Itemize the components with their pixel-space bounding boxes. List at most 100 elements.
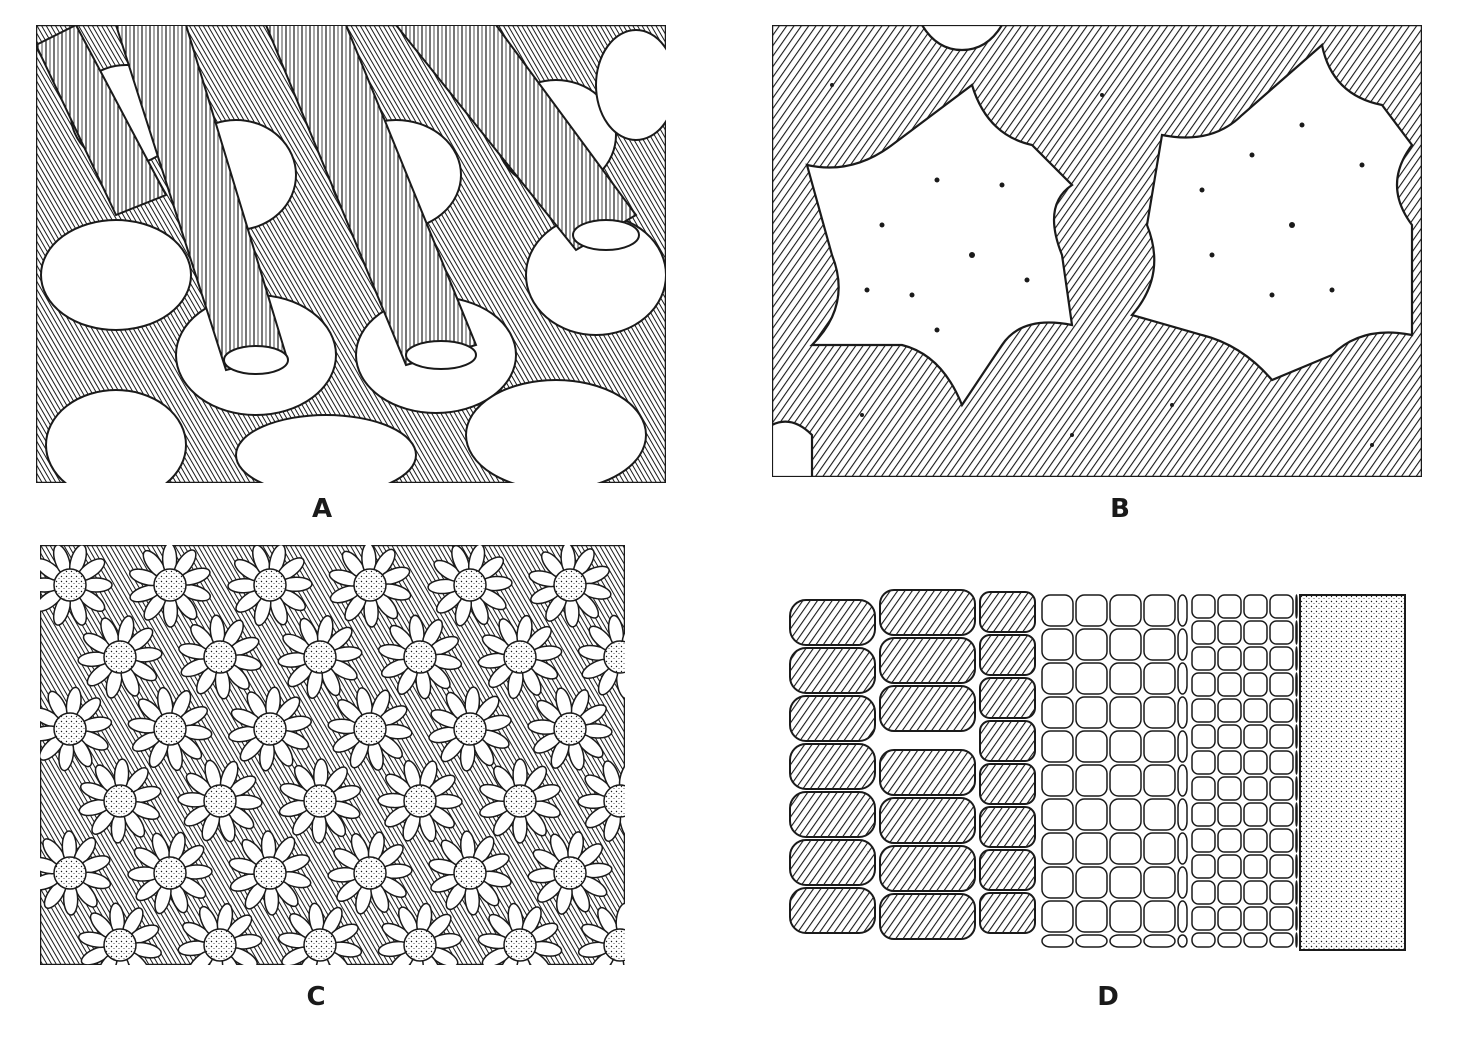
grid-cell: [1243, 620, 1268, 645]
panel-b-illustration: [772, 25, 1422, 477]
rosette: [527, 831, 613, 915]
rosette: [477, 902, 563, 965]
panel-c: [40, 545, 625, 965]
grid-cell: [1191, 802, 1216, 827]
rosette: [528, 545, 612, 628]
label-d: D: [1097, 982, 1119, 1012]
grid-cell: [1075, 900, 1108, 933]
grid-cell: [1295, 854, 1298, 879]
grid-cell: [1269, 776, 1294, 801]
grid-cell: [1269, 906, 1294, 931]
grid-cell: [1191, 828, 1216, 853]
grid-cell: [1191, 750, 1216, 775]
rosette: [527, 687, 613, 771]
grid-cell: [1243, 828, 1268, 853]
grid-cell: [1109, 832, 1142, 865]
grid-cell: [1177, 628, 1188, 661]
grid-cell: [1295, 932, 1298, 948]
rosette: [40, 830, 112, 916]
grid-cell: [1217, 880, 1242, 905]
grid-cell: [1177, 934, 1188, 948]
grid-cell: [1075, 866, 1108, 899]
grid-cell: [1143, 628, 1176, 661]
grid-cell: [1217, 854, 1242, 879]
grid-cell: [1191, 932, 1216, 948]
grid-cell: [1295, 906, 1298, 931]
grid-cell: [1243, 854, 1268, 879]
rosette: [428, 830, 512, 916]
grid-cell: [1191, 698, 1216, 723]
grid-cell: [1269, 750, 1294, 775]
grid-cell: [1041, 730, 1074, 763]
grid-cell: [1217, 620, 1242, 645]
grid-cell: [1269, 802, 1294, 827]
rosette: [177, 759, 263, 843]
grid-cell: [1243, 672, 1268, 697]
grid-cell: [1191, 594, 1216, 619]
grid-cell: [1143, 832, 1176, 865]
grid-cell: [1243, 776, 1268, 801]
grid-cell: [1269, 854, 1294, 879]
grid-cell: [1143, 764, 1176, 797]
star-pores: [864, 122, 1365, 333]
rosette: [479, 758, 561, 844]
grid-cell: [1295, 620, 1298, 645]
grid-cell: [1295, 672, 1298, 697]
rosette: [227, 545, 313, 627]
grid-cell: [1243, 646, 1268, 671]
grid-cell: [1075, 628, 1108, 661]
rosette: [577, 760, 625, 842]
grid-cell: [1109, 900, 1142, 933]
grid-cell: [1191, 906, 1216, 931]
panel-a: [36, 25, 666, 483]
rosette: [178, 614, 262, 700]
grid-cell: [1177, 594, 1188, 627]
grid-cell: [1109, 696, 1142, 729]
grid-cell: [1177, 798, 1188, 831]
grid-cell: [1243, 880, 1268, 905]
grid-cell: [1041, 900, 1074, 933]
grid-cell: [1269, 620, 1294, 645]
rosette: [277, 615, 363, 699]
grid-cell: [1109, 866, 1142, 899]
grid-cell: [1041, 696, 1074, 729]
rosette: [577, 614, 625, 700]
grid-cell: [1075, 696, 1108, 729]
grid-cell: [1217, 646, 1242, 671]
grid-cell: [1217, 802, 1242, 827]
grid-cell: [1269, 646, 1294, 671]
grid-cell: [1295, 724, 1298, 749]
panel-d: [780, 580, 1420, 965]
grid-cell: [1243, 698, 1268, 723]
grid-cell: [1109, 662, 1142, 695]
grid-cell: [1243, 594, 1268, 619]
grid-cell: [1109, 594, 1142, 627]
rosette: [327, 687, 413, 771]
grid-cell: [1143, 662, 1176, 695]
background-speckles: [830, 83, 1374, 447]
grid-cell: [1143, 866, 1176, 899]
grid-cell: [1217, 750, 1242, 775]
grid-cell: [1109, 798, 1142, 831]
grid-cell: [1269, 672, 1294, 697]
grid-cell: [1295, 802, 1298, 827]
panel-d-illustration: [789, 589, 1406, 951]
grid-cell: [1075, 594, 1108, 627]
grid-cell: [1109, 934, 1142, 948]
grid-cell: [1269, 724, 1294, 749]
grid-cell: [1143, 798, 1176, 831]
grid-cell: [1041, 662, 1074, 695]
grid-cell: [1075, 730, 1108, 763]
rosette: [278, 758, 362, 844]
grid-cell: [1143, 730, 1176, 763]
label-a: A: [311, 494, 333, 524]
rosette: [377, 759, 463, 843]
grid-cell: [1075, 764, 1108, 797]
rosette: [177, 902, 263, 965]
grid-cell: [1041, 832, 1074, 865]
grid-cell: [1177, 832, 1188, 865]
grid-cell: [1041, 934, 1074, 948]
grid-cell: [1191, 724, 1216, 749]
grid-cell: [1041, 628, 1074, 661]
rosette: [40, 686, 113, 772]
